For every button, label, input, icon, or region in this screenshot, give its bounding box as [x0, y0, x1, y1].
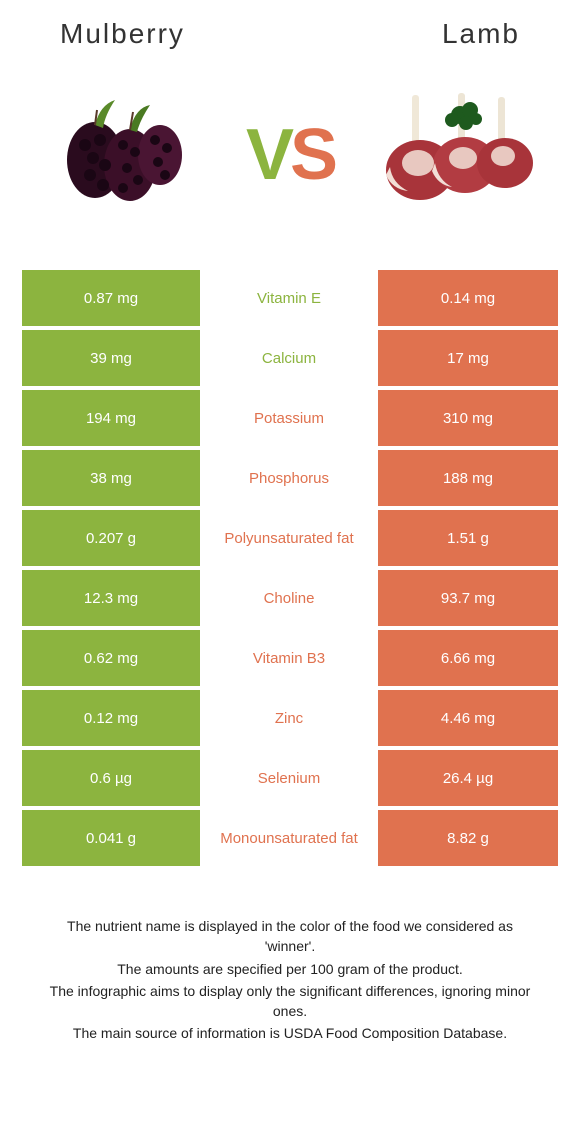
title-row: Mulberry Lamb: [0, 18, 580, 50]
table-row: 0.207 gPolyunsaturated fat1.51 g: [22, 510, 558, 566]
lamb-image: [370, 85, 540, 225]
table-row: 39 mgCalcium17 mg: [22, 330, 558, 386]
right-value-cell: 26.4 µg: [378, 750, 558, 806]
left-food-title: Mulberry: [60, 18, 185, 50]
right-value-cell: 1.51 g: [378, 510, 558, 566]
right-value-cell: 0.14 mg: [378, 270, 558, 326]
footer-line-1: The nutrient name is displayed in the co…: [40, 916, 540, 957]
left-value-cell: 0.041 g: [22, 810, 200, 866]
left-value-cell: 0.6 µg: [22, 750, 200, 806]
footer-notes: The nutrient name is displayed in the co…: [40, 916, 540, 1046]
nutrient-table: 0.87 mgVitamin E0.14 mg39 mgCalcium17 mg…: [22, 270, 558, 866]
right-value-cell: 4.46 mg: [378, 690, 558, 746]
nutrient-name-cell: Vitamin B3: [200, 630, 378, 686]
hero-row: VS: [0, 80, 580, 230]
nutrient-name-cell: Monounsaturated fat: [200, 810, 378, 866]
table-row: 0.041 gMonounsaturated fat8.82 g: [22, 810, 558, 866]
table-row: 194 mgPotassium310 mg: [22, 390, 558, 446]
nutrient-name-cell: Vitamin E: [200, 270, 378, 326]
table-row: 0.12 mgZinc4.46 mg: [22, 690, 558, 746]
left-value-cell: 12.3 mg: [22, 570, 200, 626]
table-row: 0.6 µgSelenium26.4 µg: [22, 750, 558, 806]
table-row: 12.3 mgCholine93.7 mg: [22, 570, 558, 626]
vs-s: S: [290, 115, 334, 195]
right-value-cell: 93.7 mg: [378, 570, 558, 626]
table-row: 0.62 mgVitamin B36.66 mg: [22, 630, 558, 686]
nutrient-name-cell: Calcium: [200, 330, 378, 386]
left-value-cell: 194 mg: [22, 390, 200, 446]
right-value-cell: 6.66 mg: [378, 630, 558, 686]
table-row: 38 mgPhosphorus188 mg: [22, 450, 558, 506]
nutrient-name-cell: Phosphorus: [200, 450, 378, 506]
left-value-cell: 0.62 mg: [22, 630, 200, 686]
mulberry-image: [40, 85, 210, 225]
left-value-cell: 39 mg: [22, 330, 200, 386]
vs-v: V: [246, 115, 290, 195]
nutrient-name-cell: Zinc: [200, 690, 378, 746]
footer-line-2: The amounts are specified per 100 gram o…: [40, 959, 540, 979]
nutrient-name-cell: Potassium: [200, 390, 378, 446]
nutrient-name-cell: Selenium: [200, 750, 378, 806]
footer-line-4: The main source of information is USDA F…: [40, 1023, 540, 1043]
right-value-cell: 17 mg: [378, 330, 558, 386]
right-food-title: Lamb: [442, 18, 520, 50]
nutrient-name-cell: Polyunsaturated fat: [200, 510, 378, 566]
left-value-cell: 0.87 mg: [22, 270, 200, 326]
footer-line-3: The infographic aims to display only the…: [40, 981, 540, 1022]
right-value-cell: 8.82 g: [378, 810, 558, 866]
right-value-cell: 310 mg: [378, 390, 558, 446]
right-value-cell: 188 mg: [378, 450, 558, 506]
left-value-cell: 38 mg: [22, 450, 200, 506]
vs-label: VS: [246, 114, 334, 196]
nutrient-name-cell: Choline: [200, 570, 378, 626]
table-row: 0.87 mgVitamin E0.14 mg: [22, 270, 558, 326]
left-value-cell: 0.12 mg: [22, 690, 200, 746]
left-value-cell: 0.207 g: [22, 510, 200, 566]
